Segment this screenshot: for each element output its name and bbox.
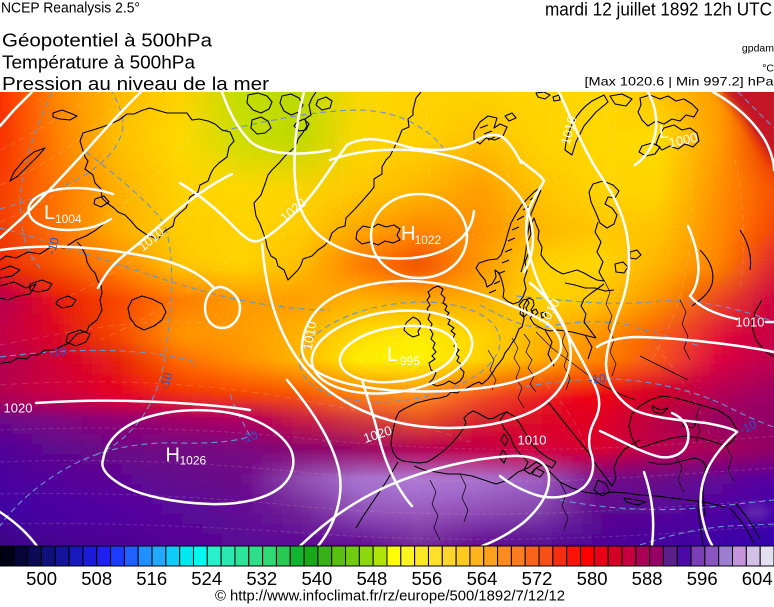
svg-text:564: 564 bbox=[467, 568, 498, 589]
svg-text:548: 548 bbox=[356, 568, 387, 589]
svg-text:1010: 1010 bbox=[300, 320, 320, 351]
svg-text:-10: -10 bbox=[239, 428, 260, 446]
svg-text:588: 588 bbox=[632, 568, 663, 589]
svg-text:1010: 1010 bbox=[558, 114, 580, 146]
svg-text:1022: 1022 bbox=[415, 233, 442, 247]
svg-text:604: 604 bbox=[742, 568, 773, 589]
svg-text:Géopotentiel à 500hPa: Géopotentiel à 500hPa bbox=[2, 30, 213, 51]
svg-text:540: 540 bbox=[301, 568, 332, 589]
svg-text:-10: -10 bbox=[48, 344, 68, 361]
svg-text:516: 516 bbox=[136, 568, 167, 589]
svg-text:H: H bbox=[166, 445, 180, 467]
svg-text:[Max 1020.6 | Min 997.2] hPa: [Max 1020.6 | Min 997.2] hPa bbox=[585, 75, 774, 89]
svg-text:NCEP Reanalysis 2.5°: NCEP Reanalysis 2.5° bbox=[1, 1, 140, 17]
svg-text:mardi 12 juillet 1892 12h UTC: mardi 12 juillet 1892 12h UTC bbox=[545, 0, 772, 20]
svg-text:-10: -10 bbox=[588, 371, 607, 386]
svg-text:1010: 1010 bbox=[736, 315, 765, 330]
svg-text:L: L bbox=[44, 202, 55, 224]
svg-text:532: 532 bbox=[246, 568, 277, 589]
svg-text:Pression au niveau de la mer: Pression au niveau de la mer bbox=[2, 73, 269, 94]
svg-text:© http://www.infoclimat.fr/rz/: © http://www.infoclimat.fr/rz/europe/500… bbox=[215, 589, 565, 605]
svg-text:500: 500 bbox=[26, 568, 57, 589]
svg-text:Température à 500hPa: Température à 500hPa bbox=[2, 51, 196, 72]
svg-text:1026: 1026 bbox=[180, 454, 207, 468]
svg-text:556: 556 bbox=[411, 568, 442, 589]
svg-text:H: H bbox=[401, 223, 415, 245]
svg-text:-10: -10 bbox=[737, 417, 759, 437]
svg-text:596: 596 bbox=[687, 568, 718, 589]
svg-text:580: 580 bbox=[577, 568, 608, 589]
svg-text:°C: °C bbox=[762, 63, 774, 75]
svg-text:524: 524 bbox=[191, 568, 222, 589]
svg-text:1004: 1004 bbox=[55, 212, 82, 226]
svg-text:gpdam: gpdam bbox=[742, 43, 774, 55]
svg-text:-10: -10 bbox=[157, 370, 176, 391]
svg-text:508: 508 bbox=[81, 568, 112, 589]
svg-text:572: 572 bbox=[522, 568, 553, 589]
svg-text:-10: -10 bbox=[44, 235, 62, 256]
svg-text:L: L bbox=[387, 344, 398, 366]
svg-text:1010: 1010 bbox=[518, 433, 547, 448]
svg-text:L: L bbox=[659, 122, 669, 142]
svg-text:1020: 1020 bbox=[4, 401, 33, 416]
svg-text:995: 995 bbox=[400, 354, 420, 368]
svg-text:1000: 1000 bbox=[667, 130, 698, 151]
